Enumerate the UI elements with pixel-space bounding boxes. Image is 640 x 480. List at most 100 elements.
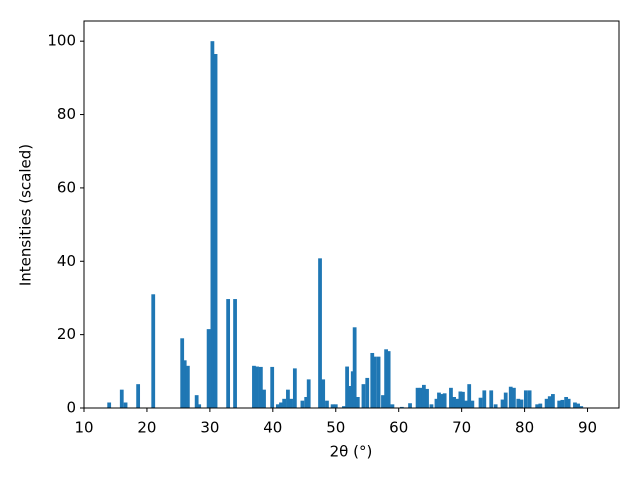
bar <box>348 385 353 408</box>
bar <box>482 390 487 408</box>
bar <box>503 392 508 408</box>
bar <box>255 366 259 408</box>
y-tick-label: 80 <box>57 105 76 123</box>
bar <box>370 352 375 408</box>
bar <box>454 398 459 408</box>
bar <box>345 366 349 408</box>
bar <box>365 377 370 408</box>
bar <box>579 406 584 408</box>
bar <box>461 391 465 408</box>
bar <box>352 327 357 408</box>
bar <box>210 41 215 408</box>
bar <box>279 402 283 408</box>
bar <box>206 329 211 408</box>
bar <box>442 393 447 408</box>
y-axis-label: Intensities (scaled) <box>17 144 35 286</box>
bar <box>508 386 513 408</box>
bar <box>119 389 124 408</box>
bar <box>449 387 453 408</box>
bar <box>523 390 528 408</box>
bar <box>304 396 309 408</box>
y-tick-label: 40 <box>57 252 76 270</box>
bar <box>425 388 429 408</box>
bar <box>275 404 280 408</box>
bar <box>342 406 346 408</box>
bar <box>557 400 562 408</box>
bar <box>381 395 385 408</box>
bar <box>252 365 256 408</box>
y-tick-label: 20 <box>57 325 76 343</box>
bar <box>519 399 524 408</box>
bar <box>300 400 305 408</box>
bar <box>527 390 532 408</box>
bar <box>576 403 580 408</box>
bar <box>573 402 577 408</box>
bar <box>185 365 190 408</box>
bar <box>538 403 543 408</box>
y-tick-label: 60 <box>57 178 76 196</box>
bar <box>180 338 185 408</box>
bar <box>321 379 326 408</box>
x-tick-label: 30 <box>200 419 219 437</box>
x-tick-label: 20 <box>137 419 156 437</box>
bar <box>564 396 569 408</box>
bar <box>330 404 335 408</box>
bar <box>390 404 395 408</box>
bar <box>434 398 439 408</box>
bar <box>306 379 311 408</box>
bar <box>415 387 420 408</box>
bar <box>470 400 475 408</box>
bar <box>107 402 112 408</box>
bar <box>429 404 434 408</box>
bar <box>500 399 505 408</box>
bar <box>544 398 549 408</box>
bar <box>493 404 498 408</box>
bar <box>421 384 426 408</box>
bar <box>123 402 128 408</box>
bar <box>292 368 297 408</box>
bar <box>197 404 202 408</box>
bar <box>478 397 483 408</box>
x-tick-label: 40 <box>263 419 282 437</box>
bar <box>489 390 494 408</box>
bar <box>458 391 463 408</box>
bar <box>560 399 565 408</box>
bar <box>408 403 412 408</box>
bar <box>384 349 389 408</box>
x-tick-label: 90 <box>578 419 597 437</box>
y-tick-label: 0 <box>66 399 76 417</box>
bar <box>452 396 456 408</box>
x-tick-label: 50 <box>326 419 345 437</box>
bar <box>372 356 377 408</box>
bar <box>551 394 555 408</box>
x-tick-label: 10 <box>74 419 93 437</box>
x-tick-label: 80 <box>515 419 534 437</box>
bar <box>282 398 287 408</box>
bar <box>325 400 329 408</box>
x-tick-label: 60 <box>389 419 408 437</box>
bar <box>418 387 423 408</box>
bar <box>270 366 275 408</box>
bar <box>213 54 218 408</box>
bar <box>547 396 552 408</box>
bar <box>467 384 472 408</box>
bar <box>151 294 156 408</box>
bar <box>182 360 187 408</box>
bar <box>399 406 404 408</box>
x-tick-label: 70 <box>452 419 471 437</box>
bar <box>136 384 141 408</box>
bar <box>440 394 445 408</box>
bar <box>318 258 322 408</box>
bar <box>350 371 355 408</box>
bar <box>233 299 237 408</box>
bar <box>566 398 571 408</box>
bar <box>289 398 293 408</box>
bar <box>333 404 338 408</box>
bar <box>376 356 381 408</box>
bar <box>464 400 468 408</box>
bar <box>361 384 366 408</box>
bar <box>258 366 263 408</box>
x-axis-label: 2θ (°) <box>330 443 373 461</box>
